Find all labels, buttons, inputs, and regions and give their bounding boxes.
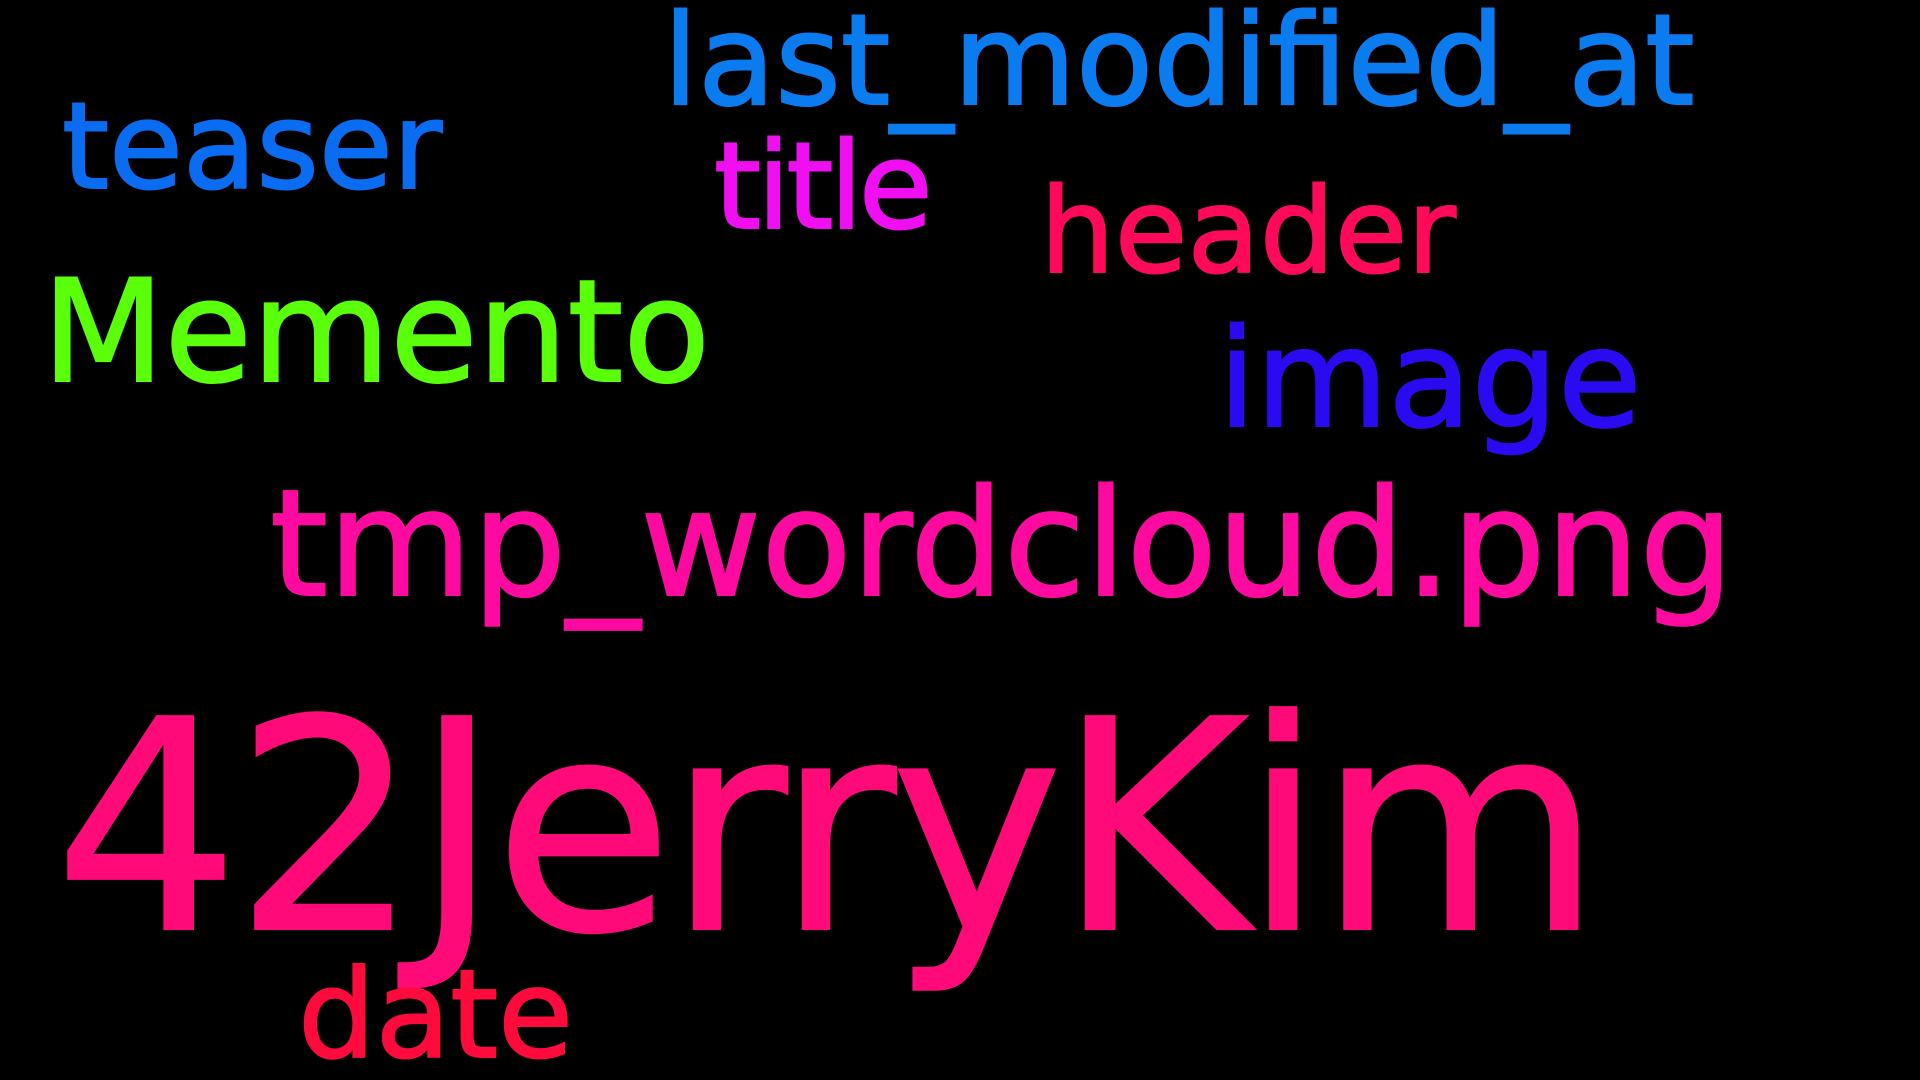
word-date: date bbox=[297, 944, 574, 1080]
word-tmp-wordcloud-png: tmp_wordcloud.png bbox=[269, 458, 1734, 630]
word-teaser: teaser bbox=[61, 78, 443, 217]
word-last-modified-at: last_modified_at bbox=[662, 0, 1696, 134]
word-memento: Memento bbox=[41, 250, 711, 415]
word-image: image bbox=[1217, 301, 1643, 459]
word-42jerrykim: 42JerryKim bbox=[53, 658, 1603, 998]
word-title: title bbox=[713, 118, 934, 257]
word-header: header bbox=[1039, 162, 1457, 300]
